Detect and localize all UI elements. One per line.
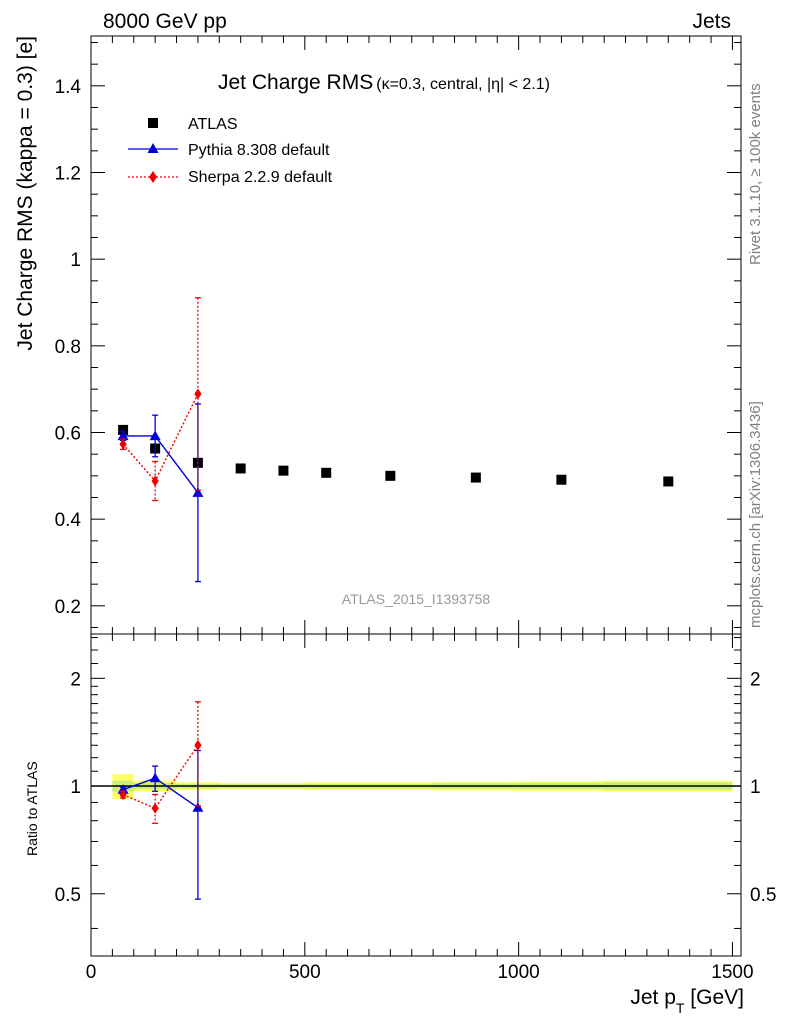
ratio-panel-frame	[90, 633, 742, 957]
triangle-marker	[149, 772, 161, 783]
plot-title-main: Jet Charge RMS	[218, 71, 373, 94]
diamond-marker	[194, 739, 202, 751]
plot-title: Jet Charge RMS (κ=0.3, central, |η| < 2.1…	[218, 71, 550, 94]
legend-atlas-marker	[148, 118, 158, 128]
y-tick-label-main: 0.6	[55, 424, 81, 445]
diamond-marker	[151, 802, 159, 814]
y-tick-label-main: 0.2	[55, 597, 81, 618]
legend-pythia-label: Pythia 8.308 default	[188, 142, 330, 159]
x-tick-label: 1500	[711, 962, 753, 983]
atlas-point	[278, 465, 289, 476]
data-series	[117, 297, 674, 900]
x-tick-label: 500	[289, 962, 321, 983]
atlas-point	[556, 474, 567, 485]
x-axis-label-main: Jet p	[630, 986, 676, 1009]
diamond-marker	[119, 789, 127, 801]
y-tick-label-ratio-right: 0.5	[750, 885, 776, 906]
y-tick-label-main: 1.2	[55, 164, 81, 185]
reference-label: mcplots.cern.ch [arXiv:1306.3436]	[747, 401, 764, 628]
atlas-point	[321, 467, 332, 478]
ratio-y-axis-label: Ratio to ATLAS	[24, 761, 40, 856]
y-tick-label-main: 0.8	[55, 337, 81, 358]
y-tick-label-ratio-right: 2	[750, 669, 761, 690]
header-left: 8000 GeV pp	[103, 10, 227, 33]
plot-title-sub: (κ=0.3, central, |η| < 2.1)	[376, 76, 550, 93]
pythia-line	[123, 435, 199, 494]
atlas-point	[118, 424, 129, 435]
x-tick-label: 1000	[497, 962, 539, 983]
x-axis-label-sub: T	[676, 1000, 685, 1016]
rivet-label: Rivet 3.1.10, ≥ 100k events	[747, 83, 764, 265]
triangle-marker	[117, 430, 129, 441]
sherpa-ratio-line	[122, 744, 199, 810]
diamond-marker	[194, 388, 202, 400]
triangle-marker	[149, 430, 161, 441]
legend: ATLAS Pythia 8.308 default Sherpa 2.2.9 …	[128, 116, 333, 186]
main-y-axis-label: Jet Charge RMS (kappa = 0.3) [e]	[14, 36, 37, 351]
atlas-point	[385, 470, 396, 481]
legend-atlas-label: ATLAS	[188, 116, 238, 133]
header-right: Jets	[692, 10, 731, 33]
legend-pythia-marker	[147, 143, 159, 153]
y-tick-label-ratio-left: 2	[70, 669, 81, 690]
legend-sherpa-label: Sherpa 2.2.9 default	[188, 169, 333, 186]
axis-ticks: 0 500 1000 1500 0.2 0.4 0.6 0.8 1 1.2 1.4 0.5 0.5 1 1 2…	[55, 36, 776, 983]
sherpa-line	[122, 393, 199, 483]
triangle-marker	[192, 487, 204, 497]
atlas-point	[470, 472, 481, 483]
diamond-marker	[151, 475, 159, 487]
legend-sherpa-marker	[149, 171, 157, 183]
y-tick-label-ratio-left: 0.5	[55, 885, 81, 906]
x-tick-label: 0	[86, 962, 97, 983]
y-tick-label-main: 1.4	[55, 77, 82, 98]
atlas-point	[663, 476, 674, 487]
y-tick-label-ratio-left: 1	[70, 777, 81, 798]
y-tick-label-ratio-right: 1	[750, 777, 761, 798]
x-axis-label-unit: [GeV]	[684, 986, 744, 1009]
triangle-marker	[192, 802, 204, 812]
diamond-marker	[119, 438, 127, 450]
y-tick-label-main: 0.4	[55, 510, 82, 531]
x-axis-label: Jet pT [GeV]	[630, 986, 744, 1016]
analysis-watermark: ATLAS_2015_I1393758	[342, 591, 491, 607]
atlas-point	[235, 463, 246, 474]
y-tick-label-main: 1	[70, 250, 81, 271]
